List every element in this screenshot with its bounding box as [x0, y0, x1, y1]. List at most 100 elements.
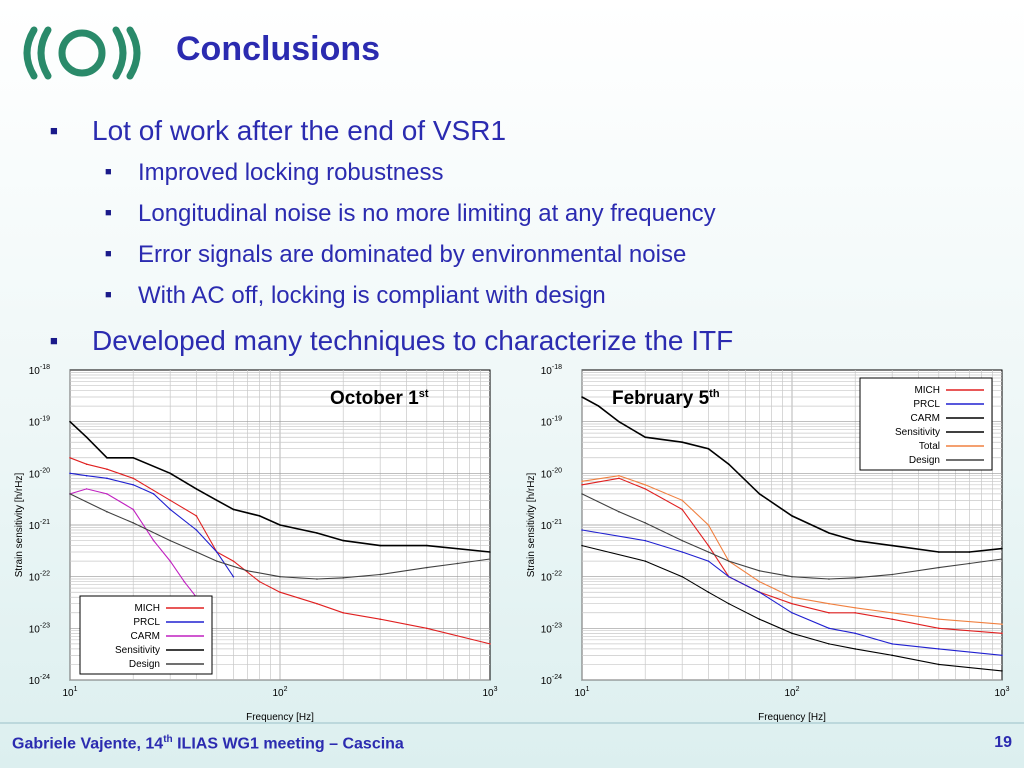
data-point — [132, 508, 135, 511]
legend: MICH PRCL CARM Sensitivity Total Design — [859, 377, 993, 471]
data-point — [618, 511, 620, 513]
data-point — [968, 551, 971, 553]
legend: MICH PRCL CARM Sensitivity Design — [79, 595, 213, 675]
legend-label: Design — [909, 455, 940, 466]
legend-label: Sensitivity — [115, 645, 160, 656]
x-axis-label: Frequency [Hz] — [758, 712, 826, 723]
slide-title: Conclusions — [176, 30, 381, 68]
data-point — [758, 493, 761, 495]
data-point — [1001, 670, 1003, 672]
data-point — [132, 456, 135, 459]
data-point — [644, 560, 647, 562]
data-point — [132, 483, 135, 486]
legend-label: Design — [129, 659, 160, 670]
data-point — [854, 606, 857, 609]
data-point — [937, 551, 940, 553]
data-point — [707, 560, 710, 562]
footer-author-sup: th — [163, 734, 173, 745]
data-point — [937, 663, 940, 666]
data-point — [854, 611, 857, 614]
data-point — [183, 580, 186, 583]
y-tick-label: 10-22 — [541, 571, 562, 584]
data-point — [791, 596, 793, 599]
data-point — [891, 643, 893, 645]
data-point — [828, 578, 830, 580]
data-point — [681, 508, 683, 511]
y-axis-label: Strain sensitivity [h/rHz] — [526, 473, 537, 578]
data-point — [644, 539, 647, 542]
y-tick-label: 10-20 — [541, 467, 562, 480]
bullet-subitem: Longitudinal noise is no more limiting a… — [50, 193, 950, 234]
data-point — [215, 560, 218, 562]
data-point — [132, 477, 135, 480]
data-point — [195, 515, 198, 517]
data-point — [707, 447, 710, 450]
y-tick-label: 10-22 — [29, 571, 50, 584]
data-point — [644, 522, 647, 524]
chart-february: 101 102 103 10-24 10-23 10-22 10-21 10-20 10-19 1… — [520, 362, 1020, 723]
grid — [581, 370, 1002, 681]
data-point — [681, 575, 683, 578]
data-point — [215, 551, 218, 553]
data-point — [106, 456, 108, 459]
data-point — [152, 539, 155, 542]
data-point — [425, 627, 428, 630]
legend-label: MICH — [134, 603, 160, 614]
data-point — [195, 529, 198, 531]
data-point — [828, 627, 830, 630]
series-carm — [581, 545, 1003, 672]
data-point — [106, 493, 108, 495]
data-point — [85, 436, 88, 439]
data-point — [1001, 547, 1003, 550]
chart-october: 101 102 103 10-24 10-23 10-22 10-21 10-20 10-19 1… — [8, 362, 508, 723]
y-axis-label: Strain sensitivity [h/rHz] — [14, 473, 25, 578]
data-point — [644, 488, 647, 490]
data-point — [1001, 654, 1003, 657]
x-tick-label: 103 — [482, 686, 497, 699]
data-point — [727, 560, 730, 562]
data-point — [152, 493, 155, 495]
data-point — [581, 480, 583, 483]
data-point — [581, 396, 583, 398]
data-point — [791, 602, 793, 605]
data-point — [791, 611, 793, 614]
data-point — [581, 493, 583, 495]
y-tick-label: 10-18 — [29, 364, 50, 377]
data-point — [828, 611, 830, 614]
grid — [69, 370, 490, 681]
footer-event: ILIAS WG1 meeting – Cascina — [172, 735, 404, 753]
data-point — [106, 511, 108, 513]
y-tick-label: 10-21 — [29, 519, 50, 532]
data-point — [342, 539, 345, 542]
data-point — [791, 575, 793, 578]
data-point — [379, 618, 381, 621]
data-point — [232, 575, 235, 578]
series-prcl — [581, 529, 1003, 656]
legend-label: CARM — [131, 631, 160, 642]
data-point — [85, 488, 88, 490]
data-point — [456, 562, 459, 565]
data-point — [1001, 632, 1003, 635]
data-point — [937, 618, 940, 621]
date-annotation: February 5th — [612, 388, 720, 409]
strain-sensitivity-chart-october: 101 102 103 10-24 10-23 10-22 10-21 10-20 10-19 1… — [14, 364, 498, 723]
y-tick-label: 10-20 — [29, 467, 50, 480]
y-tick-label: 10-21 — [541, 519, 562, 532]
data-point — [85, 474, 88, 477]
data-point — [279, 524, 281, 526]
x-tick-label: 101 — [574, 686, 589, 699]
data-point — [828, 602, 830, 605]
data-point — [379, 573, 381, 576]
data-point — [968, 562, 971, 565]
data-point — [891, 654, 893, 657]
data-point — [681, 441, 683, 444]
data-point — [215, 499, 218, 502]
data-point — [425, 566, 428, 569]
data-point — [791, 632, 793, 635]
data-point — [169, 539, 171, 542]
data-point — [316, 602, 318, 605]
x-tick-label: 102 — [272, 686, 287, 699]
legend-box — [859, 377, 993, 471]
data-point — [644, 483, 647, 486]
data-point — [169, 472, 171, 475]
